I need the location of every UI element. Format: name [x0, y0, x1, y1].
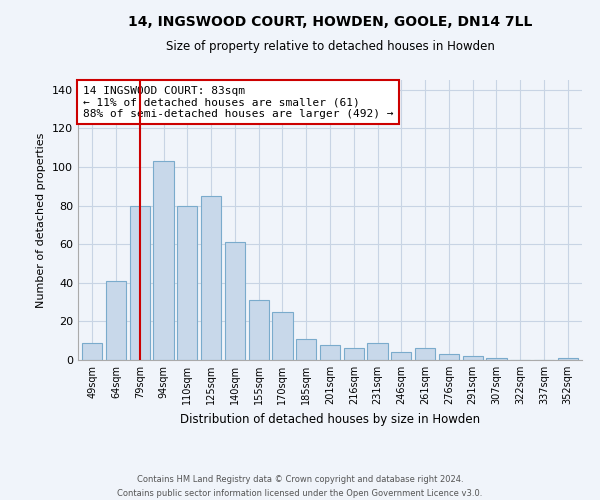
Bar — [201, 196, 221, 360]
Bar — [272, 312, 293, 360]
Bar — [557, 358, 578, 360]
Bar — [487, 358, 506, 360]
Bar — [391, 352, 412, 360]
Bar — [248, 300, 269, 360]
Text: Size of property relative to detached houses in Howden: Size of property relative to detached ho… — [166, 40, 494, 53]
Bar — [225, 242, 245, 360]
Bar — [296, 339, 316, 360]
X-axis label: Distribution of detached houses by size in Howden: Distribution of detached houses by size … — [180, 412, 480, 426]
Y-axis label: Number of detached properties: Number of detached properties — [37, 132, 46, 308]
Bar — [367, 342, 388, 360]
Text: Contains HM Land Registry data © Crown copyright and database right 2024.
Contai: Contains HM Land Registry data © Crown c… — [118, 476, 482, 498]
Bar — [82, 342, 103, 360]
Bar — [415, 348, 435, 360]
Bar — [130, 206, 150, 360]
Bar — [344, 348, 364, 360]
Bar — [154, 161, 173, 360]
Text: 14, INGSWOOD COURT, HOWDEN, GOOLE, DN14 7LL: 14, INGSWOOD COURT, HOWDEN, GOOLE, DN14 … — [128, 15, 532, 29]
Text: 14 INGSWOOD COURT: 83sqm
← 11% of detached houses are smaller (61)
88% of semi-d: 14 INGSWOOD COURT: 83sqm ← 11% of detach… — [83, 86, 394, 119]
Bar — [320, 344, 340, 360]
Bar — [439, 354, 459, 360]
Bar — [463, 356, 483, 360]
Bar — [177, 206, 197, 360]
Bar — [106, 281, 126, 360]
